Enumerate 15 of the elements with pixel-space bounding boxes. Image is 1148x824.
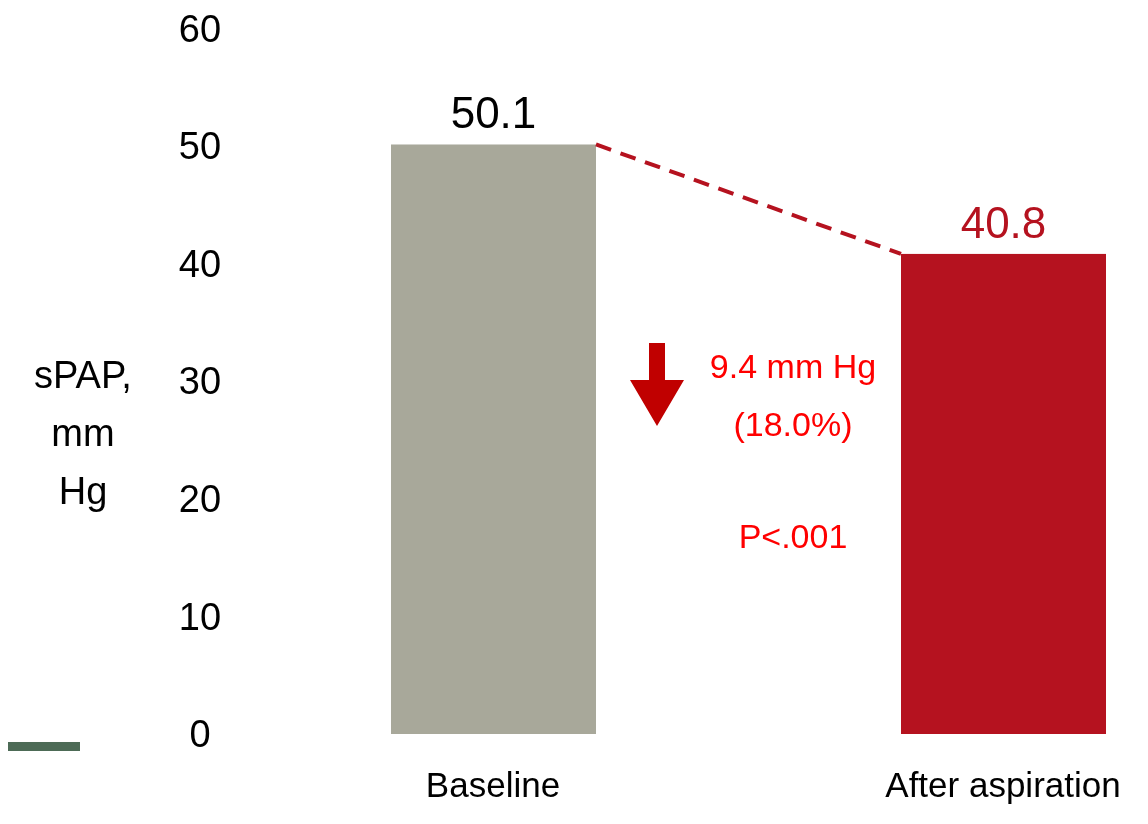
y-tick-label: 50 [178,125,222,168]
data-label: 50.1 [450,88,537,138]
x-tick-label: After aspiration [885,764,1121,804]
y-tick-label: 60 [178,7,222,50]
data-label: 40.8 [960,197,1047,247]
x-tick-label: Baseline [425,764,561,804]
y-axis-title: sPAP, mm Hg [34,354,132,512]
y-tick-label: 10 [178,595,222,638]
y-tick-label: 0 [189,713,211,756]
annotation: P<.001 [738,517,848,555]
y-tick-label: 30 [178,360,222,403]
y-tick-label: 40 [178,242,222,285]
y-tick-label: 20 [178,478,222,521]
annotation: 9.4 mm Hg [709,347,877,385]
annotation: (18.0%) [733,405,853,443]
